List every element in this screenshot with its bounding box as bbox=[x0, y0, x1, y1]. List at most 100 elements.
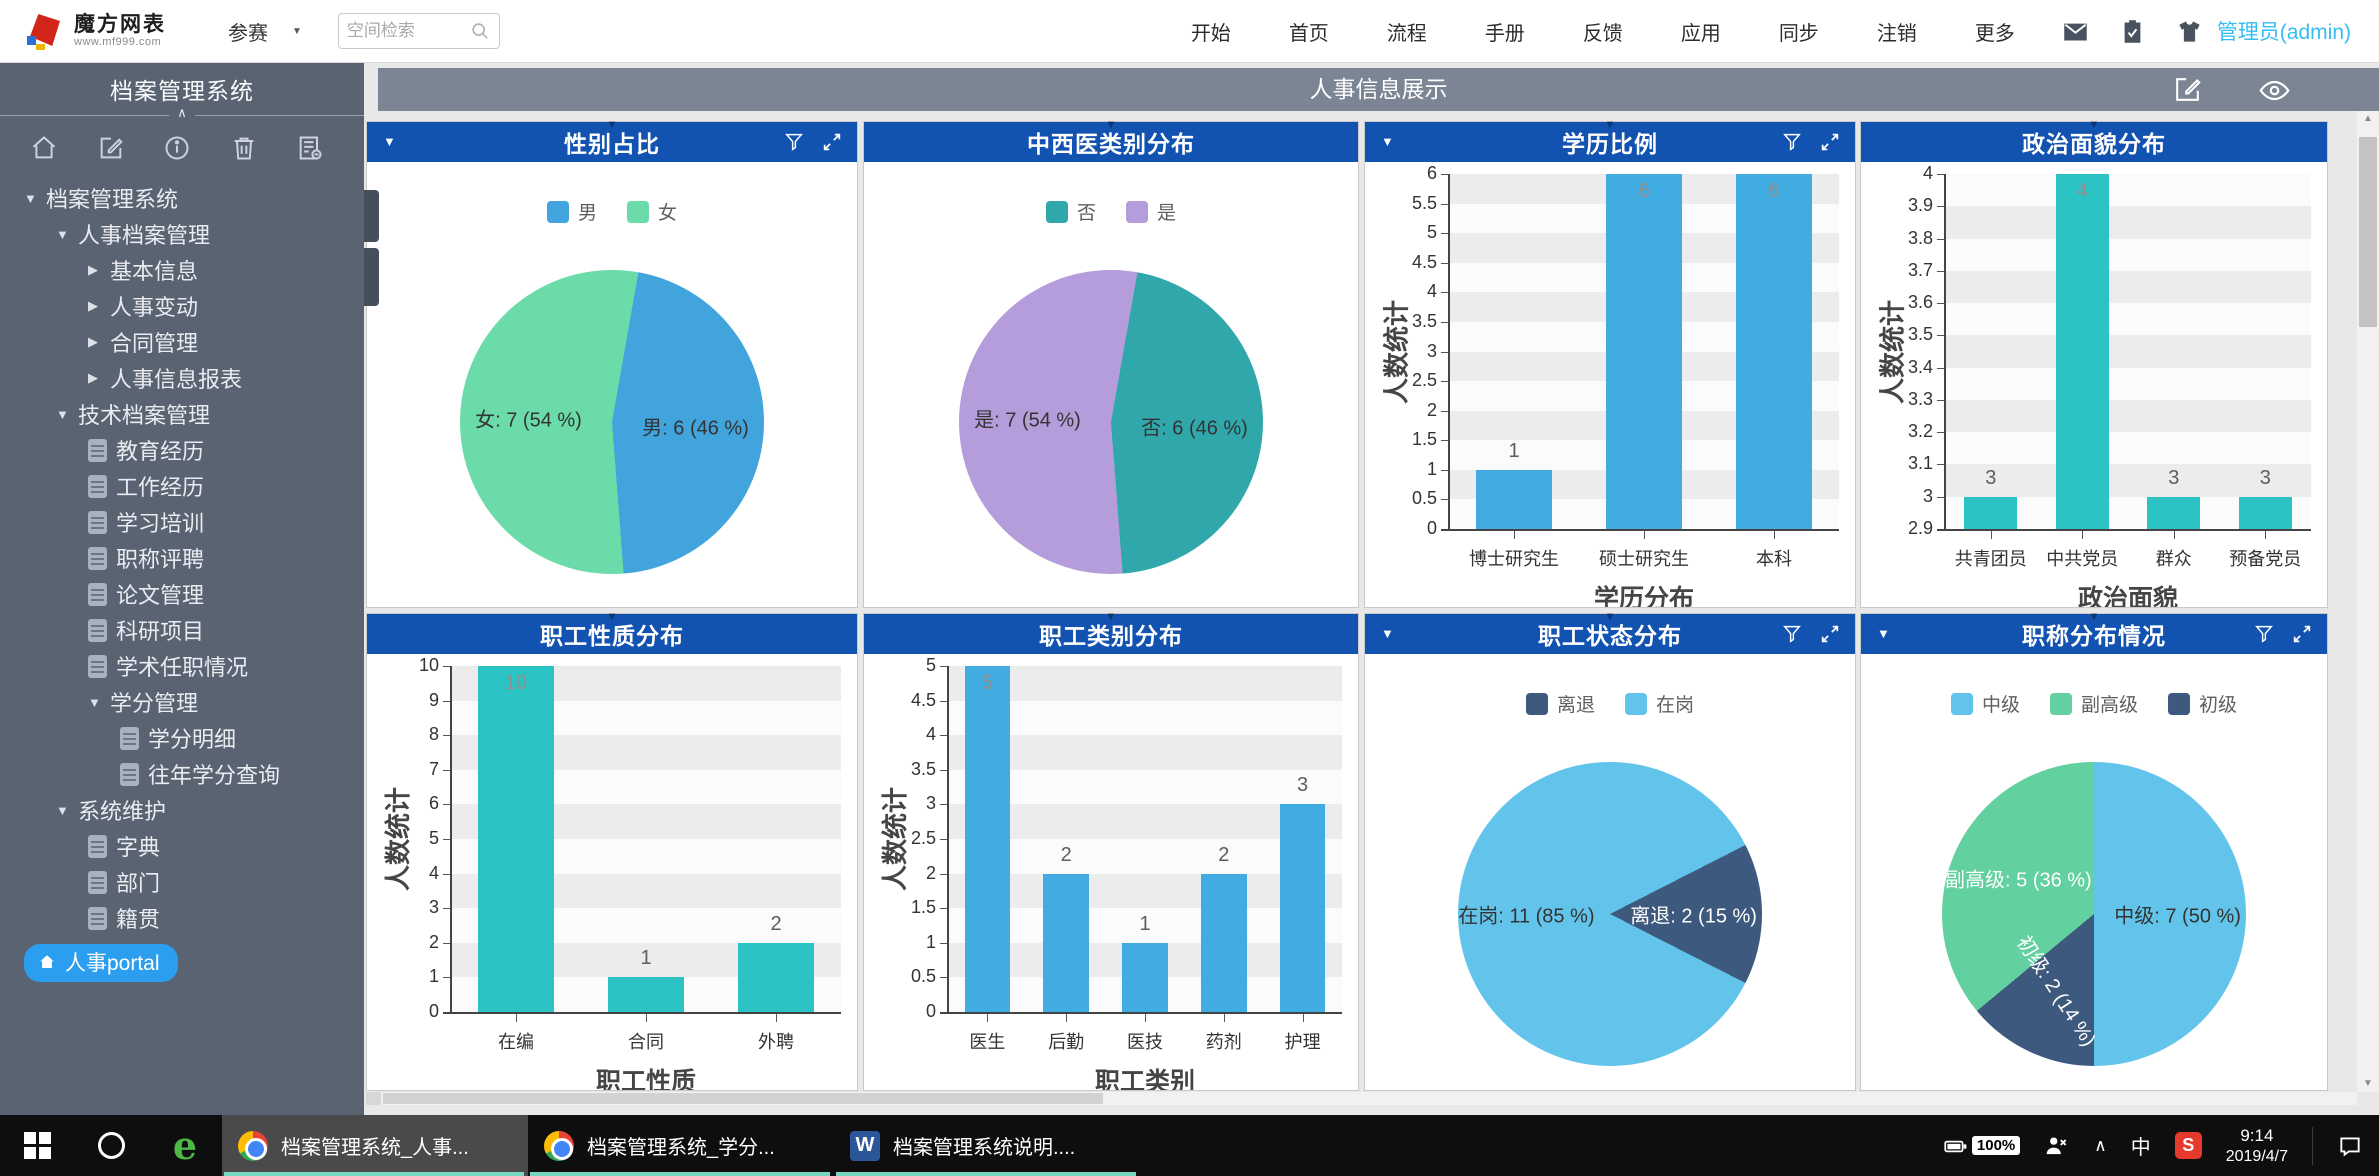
legend-item[interactable]: 女 bbox=[627, 198, 677, 225]
collapse-caret-icon[interactable]: ▼ bbox=[1105, 119, 1117, 131]
mail-icon[interactable] bbox=[2062, 18, 2089, 45]
tree-item[interactable]: ▼ 系统维护 bbox=[0, 792, 364, 828]
tree-item[interactable]: 工作经历 bbox=[0, 468, 364, 504]
filter-icon[interactable] bbox=[783, 131, 805, 153]
legend-item[interactable]: 中级 bbox=[1950, 690, 2020, 717]
chevron-down-icon[interactable]: ▼ bbox=[1381, 626, 1394, 641]
collapse-caret-icon[interactable]: ▼ bbox=[606, 611, 618, 623]
filter-icon[interactable] bbox=[2253, 623, 2275, 645]
info-icon[interactable] bbox=[163, 134, 191, 162]
browser-button[interactable]: e bbox=[148, 1115, 222, 1176]
chevron-down-icon[interactable]: ▼ bbox=[1381, 134, 1394, 149]
expand-icon[interactable] bbox=[821, 131, 843, 153]
collapse-chevron-icon[interactable]: ∧ bbox=[169, 106, 195, 120]
nav-link[interactable]: 流程 bbox=[1386, 22, 1427, 45]
home-icon[interactable] bbox=[30, 134, 58, 162]
taskbar-task[interactable]: 档案管理系统_学分... bbox=[528, 1115, 834, 1176]
legend-item[interactable]: 初级 bbox=[2168, 690, 2237, 717]
start-button[interactable] bbox=[0, 1115, 74, 1176]
tree-item[interactable]: ▼ 档案管理系统 bbox=[0, 180, 364, 216]
sogou-icon[interactable]: S bbox=[2174, 1132, 2202, 1159]
taskbar: e 档案管理系统_人事... 档案管理系统_学分... W 档案管理系统说明.... … bbox=[0, 1115, 2379, 1176]
clipboard-icon[interactable] bbox=[2119, 18, 2146, 45]
tree-item[interactable]: ▼ 技术档案管理 bbox=[0, 396, 364, 432]
collapse-caret-icon[interactable]: ▼ bbox=[2088, 119, 2100, 131]
legend-item[interactable]: 否 bbox=[1045, 198, 1096, 225]
edit-page-icon[interactable] bbox=[2172, 74, 2203, 105]
tree-item[interactable]: 教育经历 bbox=[0, 432, 364, 468]
legend-item[interactable]: 是 bbox=[1126, 198, 1176, 225]
legend-item[interactable]: 离退 bbox=[1525, 690, 1595, 717]
vertical-scrollbar[interactable]: ▲ ▼ bbox=[2357, 111, 2379, 1092]
tree-item[interactable]: 科研项目 bbox=[0, 612, 364, 648]
cortana-button[interactable] bbox=[74, 1115, 148, 1176]
edit-icon[interactable] bbox=[97, 134, 125, 162]
chevron-up-icon[interactable]: ∧ bbox=[2094, 1135, 2107, 1155]
shirt-icon[interactable] bbox=[2176, 18, 2203, 45]
collapse-caret-icon[interactable]: ▼ bbox=[606, 119, 618, 131]
legend-item[interactable]: 在岗 bbox=[1625, 690, 1694, 717]
tree-item[interactable]: 部门 bbox=[0, 864, 364, 900]
expand-icon[interactable] bbox=[2291, 623, 2313, 645]
battery-status[interactable]: 100% bbox=[1942, 1133, 2021, 1159]
taskbar-task[interactable]: 档案管理系统_人事... bbox=[222, 1115, 528, 1176]
filter-icon[interactable] bbox=[1781, 131, 1803, 153]
tree-item[interactable]: 字典 bbox=[0, 828, 364, 864]
nav-link[interactable]: 首页 bbox=[1288, 22, 1329, 45]
collapse-caret-icon[interactable]: ▼ bbox=[1105, 611, 1117, 623]
scroll-down-icon[interactable]: ▼ bbox=[2363, 1078, 2373, 1089]
expand-icon[interactable] bbox=[1819, 623, 1841, 645]
legend-item[interactable]: 男 bbox=[546, 198, 597, 225]
nav-link[interactable]: 更多 bbox=[1974, 22, 2015, 45]
nav-link[interactable]: 同步 bbox=[1778, 22, 1819, 45]
tree-item[interactable]: ▶ 人事信息报表 bbox=[0, 360, 364, 396]
eye-icon[interactable] bbox=[2258, 74, 2291, 107]
nav-link[interactable]: 开始 bbox=[1190, 22, 1231, 45]
tree-item[interactable]: ▼ 人事档案管理 bbox=[0, 216, 364, 252]
collapse-caret-icon[interactable]: ▼ bbox=[2088, 611, 2100, 623]
panel-handle[interactable] bbox=[364, 248, 379, 306]
tree-item[interactable]: 学习培训 bbox=[0, 504, 364, 540]
sidebar-item-portal[interactable]: 人事portal bbox=[24, 944, 178, 982]
nav-link[interactable]: 注销 bbox=[1876, 22, 1917, 45]
tree-item[interactable]: 学分明细 bbox=[0, 720, 364, 756]
app-logo[interactable]: 魔方网表 www.mf999.com bbox=[26, 12, 166, 50]
chevron-down-icon[interactable]: ▼ bbox=[1877, 626, 1890, 641]
taskbar-task[interactable]: W 档案管理系统说明.... bbox=[834, 1115, 1140, 1176]
space-dropdown[interactable]: 参赛 ▼ bbox=[228, 17, 302, 46]
report-icon[interactable] bbox=[296, 134, 324, 162]
nav-link[interactable]: 手册 bbox=[1484, 22, 1525, 45]
nav-link[interactable]: 反馈 bbox=[1582, 22, 1623, 45]
filter-icon[interactable] bbox=[1781, 623, 1803, 645]
chevron-down-icon[interactable]: ▼ bbox=[383, 134, 396, 149]
tree-item[interactable]: 论文管理 bbox=[0, 576, 364, 612]
tree-item[interactable]: 学术任职情况 bbox=[0, 648, 364, 684]
search-input[interactable] bbox=[346, 21, 469, 41]
tree-item[interactable]: 籍贯 bbox=[0, 900, 364, 936]
people-icon[interactable] bbox=[2044, 1133, 2070, 1159]
trash-icon[interactable] bbox=[230, 134, 258, 162]
scroll-left-button[interactable] bbox=[366, 1092, 381, 1105]
tree-item[interactable]: 往年学分查询 bbox=[0, 756, 364, 792]
tree-item[interactable]: ▶ 合同管理 bbox=[0, 324, 364, 360]
tree-item[interactable]: ▶ 人事变动 bbox=[0, 288, 364, 324]
collapse-caret-icon[interactable]: ▼ bbox=[1604, 119, 1616, 131]
tree-item[interactable]: ▼ 学分管理 bbox=[0, 684, 364, 720]
collapse-caret-icon[interactable]: ▼ bbox=[1604, 611, 1616, 623]
chrome-icon bbox=[544, 1130, 574, 1161]
user-link[interactable]: 管理员(admin) bbox=[2216, 21, 2351, 44]
vertical-scrollbar-thumb[interactable] bbox=[2359, 137, 2377, 327]
scroll-up-icon[interactable]: ▲ bbox=[2363, 113, 2373, 124]
taskbar-clock[interactable]: 9:14 2019/4/7 bbox=[2226, 1125, 2288, 1167]
legend-item[interactable]: 副高级 bbox=[2049, 690, 2138, 717]
search-icon[interactable] bbox=[469, 20, 491, 42]
nav-link[interactable]: 应用 bbox=[1680, 22, 1721, 45]
tree-item[interactable]: ▶ 基本信息 bbox=[0, 252, 364, 288]
panel-handle[interactable] bbox=[364, 190, 379, 242]
action-center-icon[interactable] bbox=[2337, 1133, 2363, 1159]
horizontal-scrollbar[interactable] bbox=[366, 1092, 2357, 1105]
expand-icon[interactable] bbox=[1819, 131, 1841, 153]
ime-indicator[interactable]: 中 bbox=[2130, 1137, 2151, 1159]
tree-item[interactable]: 职称评聘 bbox=[0, 540, 364, 576]
horizontal-scrollbar-thumb[interactable] bbox=[383, 1093, 1103, 1104]
